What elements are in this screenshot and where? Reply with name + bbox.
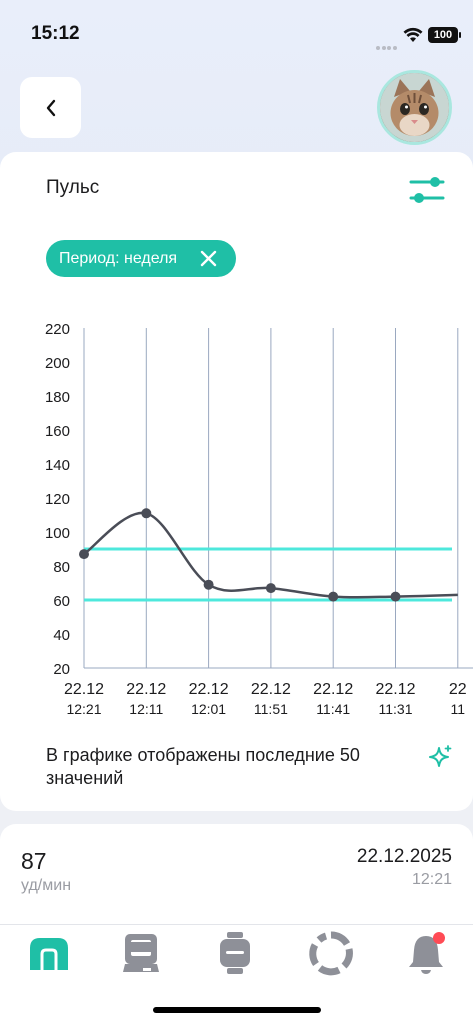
y-tick-label: 60 xyxy=(53,593,70,610)
x-tick-date: 22 xyxy=(449,681,467,698)
data-point xyxy=(203,579,214,590)
signal-icon xyxy=(376,37,398,50)
x-tick-date: 22.12 xyxy=(126,681,166,698)
devices-icon[interactable] xyxy=(119,930,165,976)
progress-icon[interactable] xyxy=(308,930,354,976)
y-tick-label: 120 xyxy=(45,491,70,508)
close-icon[interactable] xyxy=(199,249,218,268)
period-filter-chip[interactable]: Период: неделя xyxy=(46,240,236,277)
x-tick-time: 12:01 xyxy=(191,701,226,717)
chevron-left-icon xyxy=(46,99,55,116)
home-indicator xyxy=(153,1007,321,1013)
x-tick-date: 22.12 xyxy=(375,681,415,698)
y-tick-label: 180 xyxy=(45,389,70,406)
y-tick-label: 20 xyxy=(53,661,70,678)
measurement-time: 12:21 xyxy=(411,871,452,888)
sparkle-icon[interactable] xyxy=(427,745,453,771)
measurement-unit: уд/мин xyxy=(21,877,72,894)
x-tick-time: 12:11 xyxy=(129,701,163,717)
x-tick-date: 22.12 xyxy=(64,681,104,698)
pulse-chart: 220 200 180 160 140 120 100 80 60 40 20 22.12 12:21… xyxy=(45,321,473,717)
x-tick-time: 11:51 xyxy=(254,701,288,717)
data-point xyxy=(390,591,401,602)
data-point xyxy=(141,508,152,519)
measurement-row[interactable] xyxy=(0,824,473,924)
home-icon[interactable] xyxy=(26,930,72,976)
y-tick-label: 220 xyxy=(45,321,70,338)
measurement-date: 22.12.2025 xyxy=(356,846,452,867)
x-tick-time: 11 xyxy=(451,701,466,717)
bell-icon[interactable] xyxy=(403,930,449,976)
sliders-icon[interactable] xyxy=(409,175,445,205)
clock: 15:12 xyxy=(31,23,80,44)
watch-icon[interactable] xyxy=(212,930,258,976)
x-tick-time: 12:21 xyxy=(66,701,101,717)
battery-icon: 100 xyxy=(428,27,461,43)
y-tick-label: 140 xyxy=(45,457,70,474)
x-tick-time: 11:31 xyxy=(379,701,413,717)
y-tick-label: 80 xyxy=(53,559,70,576)
y-tick-label: 160 xyxy=(45,423,70,440)
data-point xyxy=(328,591,339,602)
chip-label: Период: неделя xyxy=(59,249,178,267)
wifi-icon xyxy=(403,27,423,42)
x-tick-date: 22.12 xyxy=(251,681,291,698)
back-button[interactable] xyxy=(20,77,81,138)
chart-note: В графике отображены последние 50 значен… xyxy=(46,745,360,788)
cat-avatar xyxy=(380,73,449,142)
card-title: Пульс xyxy=(46,177,100,198)
data-point xyxy=(79,549,89,560)
avatar[interactable] xyxy=(377,70,452,145)
data-point xyxy=(265,583,276,594)
x-tick-date: 22.12 xyxy=(313,681,353,698)
notification-badge xyxy=(433,932,445,944)
status-bar: 15:12 100 xyxy=(0,0,473,64)
x-tick-date: 22.12 xyxy=(189,681,229,698)
measurement-value: 87 xyxy=(21,848,47,874)
x-tick-time: 11:41 xyxy=(316,701,350,717)
y-tick-label: 200 xyxy=(45,355,70,372)
y-tick-label: 40 xyxy=(53,627,70,644)
y-tick-label: 100 xyxy=(45,525,70,542)
